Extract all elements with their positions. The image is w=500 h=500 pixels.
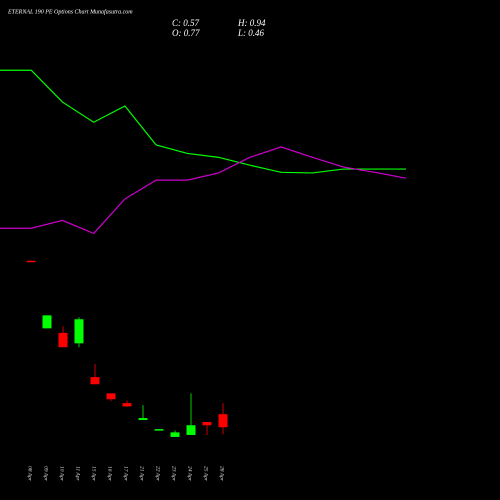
info-label: H: 0.94 <box>237 18 266 28</box>
chart-title: ETERNAL 190 PE Options Chart Munafasutra… <box>7 8 133 15</box>
candle-body <box>90 377 100 385</box>
line-series <box>0 69 406 174</box>
line-series <box>0 146 407 235</box>
candle-body <box>42 315 52 329</box>
x-tick-label: 16 Apr <box>107 466 113 482</box>
x-tick-label: 24 Apr <box>187 466 194 482</box>
x-tick-label: 15 Apr <box>91 466 97 482</box>
x-tick-label: 22 Apr <box>155 466 161 482</box>
x-tick-label: 21 Apr <box>139 466 145 482</box>
candle-body <box>202 421 212 426</box>
candle-body <box>74 319 84 344</box>
candle-body <box>186 425 196 435</box>
x-tick-label: 11 Apr <box>75 466 81 481</box>
candle-body <box>218 414 228 428</box>
candle-body <box>170 432 180 437</box>
candle-body <box>138 418 148 421</box>
candle-body <box>58 332 68 348</box>
info-label: O: 0.77 <box>172 28 200 38</box>
candle-body <box>26 260 36 263</box>
x-tick-label: 17 Apr <box>123 466 129 482</box>
x-tick-label: 09 Apr <box>43 466 49 482</box>
candle-body <box>122 403 132 407</box>
x-tick-label: 23 Apr <box>171 466 177 482</box>
info-label: L: 0.46 <box>237 28 265 38</box>
x-tick-label: 25 Apr <box>203 466 209 482</box>
candle-body <box>154 429 164 431</box>
candle-body <box>106 393 116 400</box>
info-label: C: 0.57 <box>172 18 200 28</box>
x-tick-label: 08 Apr <box>27 466 33 482</box>
x-tick-label: 10 Apr <box>59 466 65 482</box>
x-tick-label: 28 Apr <box>219 466 225 482</box>
